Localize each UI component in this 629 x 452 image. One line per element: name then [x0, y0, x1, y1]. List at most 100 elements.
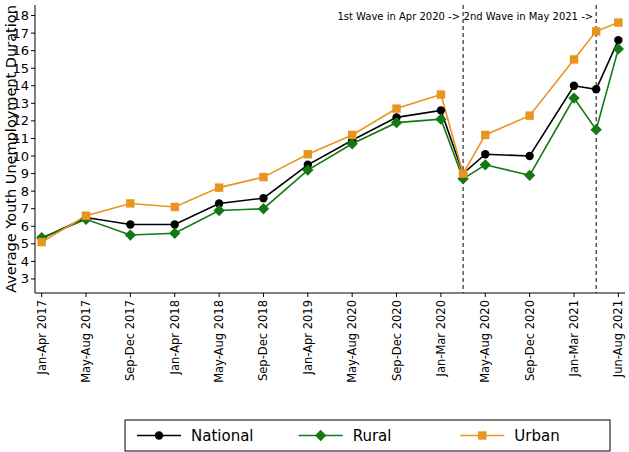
- data-point: [391, 117, 402, 128]
- data-point: [525, 152, 533, 160]
- x-tick-label: Sep-Dec 2020: [523, 300, 537, 381]
- y-axis: [35, 5, 36, 293]
- y-tick: [31, 68, 35, 69]
- y-tick: [31, 138, 35, 139]
- data-point: [592, 85, 600, 93]
- legend-marker: [315, 430, 326, 441]
- data-point: [302, 164, 313, 175]
- annotation-text: 2nd Wave in May 2021 ->: [464, 11, 594, 22]
- x-tick: [440, 293, 441, 297]
- x-tick: [485, 293, 486, 297]
- y-tick: [31, 278, 35, 279]
- data-point: [459, 169, 467, 177]
- data-point: [126, 220, 134, 228]
- data-point: [169, 228, 180, 239]
- data-point: [592, 27, 600, 35]
- data-point: [259, 194, 267, 202]
- data-point: [525, 111, 533, 119]
- y-tick-label: 7: [21, 201, 29, 216]
- data-point: [437, 90, 445, 98]
- data-point: [347, 138, 358, 149]
- data-point: [126, 199, 134, 207]
- data-point: [590, 124, 601, 135]
- y-tick-label: 3: [21, 271, 29, 286]
- x-tick-label: Jan-Apr 2019: [301, 300, 315, 375]
- data-point: [481, 150, 489, 158]
- x-tick: [130, 293, 131, 297]
- data-point: [570, 55, 578, 63]
- data-point: [348, 131, 356, 139]
- series-line: [42, 23, 619, 243]
- data-point: [125, 229, 136, 240]
- y-tick: [31, 103, 35, 104]
- y-tick-label: 6: [21, 219, 29, 234]
- x-tick: [396, 293, 397, 297]
- x-tick: [307, 293, 308, 297]
- x-tick-label: May-Aug 2018: [212, 300, 226, 383]
- data-point: [614, 36, 622, 44]
- chart: 3456789101112131415161718Average Youth U…: [0, 0, 629, 452]
- x-tick-label: Jan-Apr 2018: [168, 300, 182, 375]
- data-point: [459, 169, 467, 177]
- x-tick-label: Jun-Aug 2021: [611, 300, 625, 378]
- data-point: [568, 92, 579, 103]
- x-tick-label: Jan-Apr 2017: [35, 300, 49, 375]
- y-tick-label: 5: [21, 236, 29, 251]
- data-point: [171, 220, 179, 228]
- y-tick: [31, 15, 35, 16]
- y-tick: [31, 226, 35, 227]
- legend: [125, 420, 610, 451]
- y-tick: [31, 243, 35, 244]
- data-point: [435, 113, 446, 124]
- data-point: [82, 212, 90, 220]
- y-tick: [31, 191, 35, 192]
- y-tick: [31, 173, 35, 174]
- y-tick: [31, 208, 35, 209]
- x-tick: [86, 293, 87, 297]
- legend-label: Urban: [514, 427, 559, 445]
- x-tick: [573, 293, 574, 297]
- series-line: [42, 40, 619, 238]
- x-tick-label: May-Aug 2020: [345, 300, 359, 383]
- data-point: [37, 238, 45, 246]
- x-tick: [41, 293, 42, 297]
- data-point: [570, 82, 578, 90]
- x-tick: [174, 293, 175, 297]
- legend-marker: [478, 431, 486, 439]
- data-point: [524, 170, 535, 181]
- annotation-line: [463, 5, 464, 293]
- x-tick-label: Sep-Dec 2020: [390, 300, 404, 381]
- data-point: [258, 203, 269, 214]
- x-tick-label: May-Aug 2020: [478, 300, 492, 383]
- y-axis-label: Average Youth Unemployment Duration: [3, 5, 19, 293]
- y-tick-label: 4: [21, 254, 29, 269]
- data-point: [613, 43, 624, 54]
- data-point: [171, 203, 179, 211]
- data-point: [259, 173, 267, 181]
- data-point: [480, 159, 491, 170]
- y-tick: [31, 156, 35, 157]
- x-tick-label: Sep-Dec 2018: [256, 300, 270, 381]
- y-tick: [31, 85, 35, 86]
- data-point: [304, 150, 312, 158]
- y-tick: [31, 50, 35, 51]
- series-line: [42, 49, 619, 238]
- data-point: [392, 104, 400, 112]
- data-point: [437, 106, 445, 114]
- y-tick: [31, 261, 35, 262]
- data-point: [215, 183, 223, 191]
- x-tick-label: May-Aug 2017: [79, 300, 93, 383]
- x-tick: [219, 293, 220, 297]
- data-point: [213, 205, 224, 216]
- x-tick: [529, 293, 530, 297]
- y-tick-label: 8: [21, 184, 29, 199]
- y-tick: [31, 120, 35, 121]
- legend-label: Rural: [353, 427, 392, 445]
- x-axis: [35, 293, 625, 294]
- legend-marker: [155, 431, 163, 439]
- x-tick: [618, 293, 619, 297]
- x-tick: [352, 293, 353, 297]
- x-tick-label: Jan-Mar 2021: [567, 300, 581, 378]
- x-tick: [263, 293, 264, 297]
- annotation-line: [596, 5, 597, 293]
